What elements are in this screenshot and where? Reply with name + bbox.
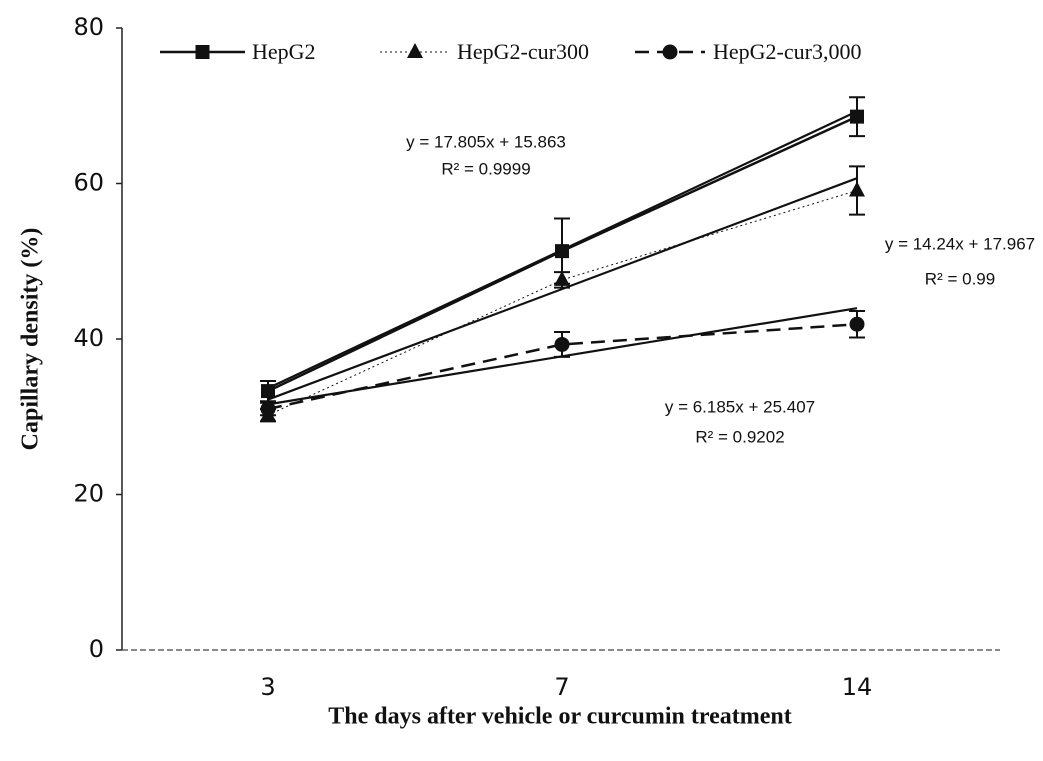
chart: The days after vehicle or curcumin treat… — [0, 0, 1043, 761]
x-tick-label: 3 — [260, 673, 275, 701]
y-tick-label: 20 — [73, 480, 104, 508]
y-tick-label: 40 — [73, 324, 104, 352]
y-axis-title: Capillary density (%) — [18, 228, 44, 451]
marker — [261, 384, 275, 398]
marker — [555, 244, 569, 258]
marker — [261, 401, 276, 416]
marker — [554, 271, 570, 286]
legend-marker — [196, 45, 210, 59]
trend-r2: R² = 0.9999 — [441, 159, 530, 178]
marker — [850, 110, 864, 124]
x-tick-label: 7 — [554, 673, 569, 701]
trend-r2: R² = 0.9202 — [695, 427, 784, 446]
trendline — [268, 178, 857, 399]
legend-label: HepG2 — [252, 39, 316, 64]
y-tick-label: 0 — [89, 635, 104, 663]
page: The days after vehicle or curcumin treat… — [0, 0, 1043, 761]
legend-marker — [407, 43, 423, 58]
marker — [555, 337, 570, 352]
marker — [849, 181, 865, 196]
trend-equation: y = 17.805x + 15.863 — [406, 132, 566, 151]
y-tick-label: 80 — [73, 13, 104, 41]
x-axis-title: The days after vehicle or curcumin treat… — [328, 704, 791, 730]
y-tick-label: 60 — [73, 169, 104, 197]
legend-label: HepG2-cur300 — [457, 39, 589, 64]
legend-marker — [663, 45, 678, 60]
trend-equation: y = 6.185x + 25.407 — [665, 397, 815, 416]
x-tick-label: 14 — [842, 673, 873, 701]
legend-label: HepG2-cur3,000 — [713, 39, 861, 64]
trend-equation: y = 14.24x + 17.967 — [885, 234, 1035, 253]
trend-r2: R² = 0.99 — [925, 269, 995, 288]
marker — [850, 317, 865, 332]
